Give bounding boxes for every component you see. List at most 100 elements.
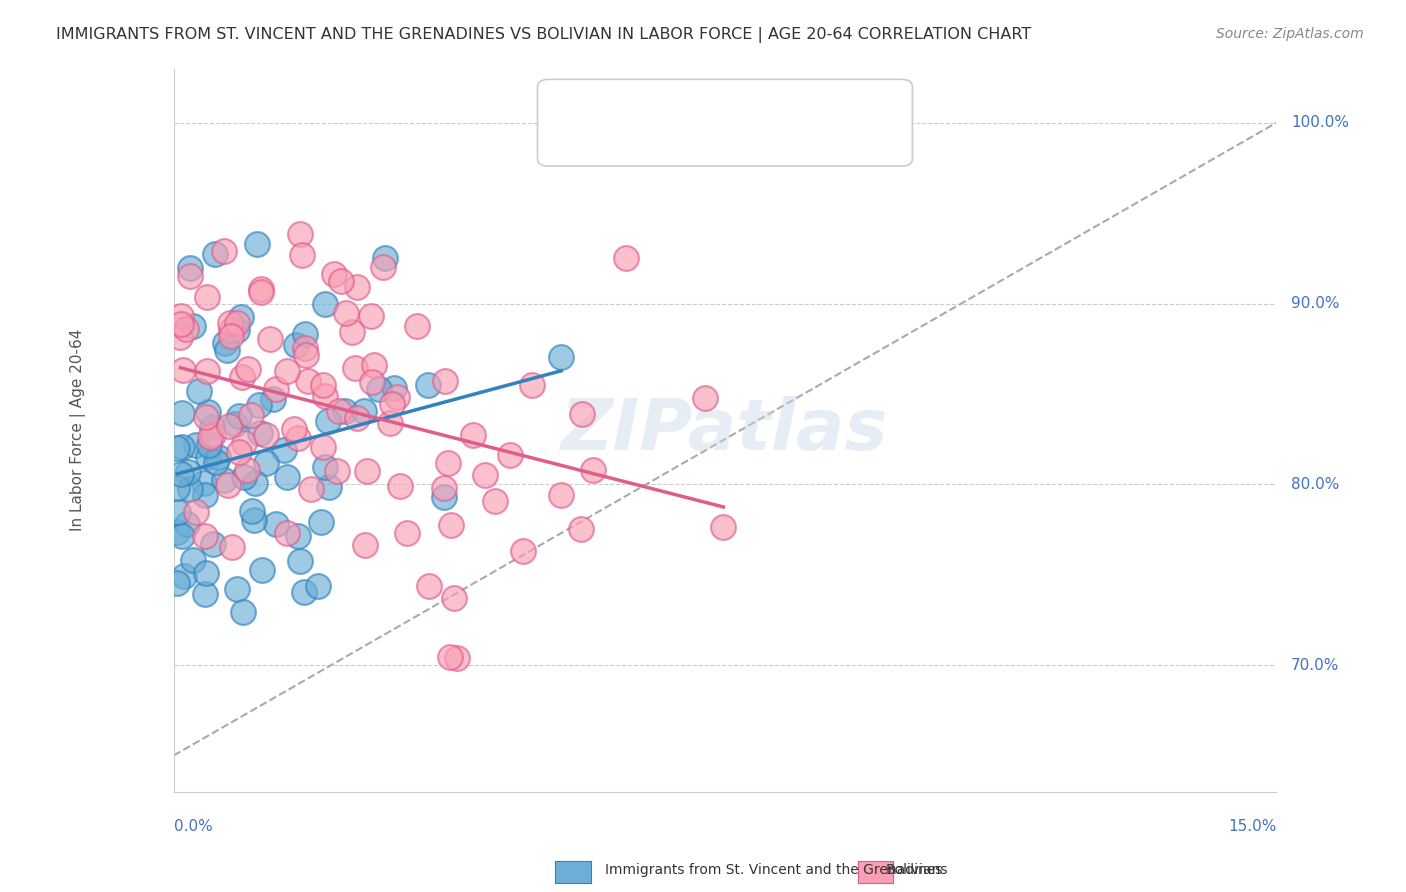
Point: [276, 526, 298, 541]
Point: [330, 274, 353, 288]
Point: [188, 384, 211, 398]
Point: [695, 391, 717, 405]
FancyBboxPatch shape: [537, 79, 912, 166]
Point: [287, 431, 309, 445]
Point: [378, 416, 401, 430]
Point: [181, 318, 204, 333]
Point: [550, 351, 572, 365]
Point: [194, 586, 217, 600]
Point: [219, 316, 242, 330]
Point: [172, 406, 194, 420]
Point: [169, 310, 191, 324]
Point: [166, 525, 188, 540]
Point: [273, 443, 295, 458]
Point: [181, 553, 204, 567]
Point: [440, 517, 463, 532]
Point: [335, 306, 357, 320]
Point: [262, 392, 284, 406]
Point: [571, 407, 593, 421]
Point: [194, 566, 217, 580]
Point: [512, 544, 534, 558]
Point: [254, 428, 277, 442]
Point: [226, 582, 249, 596]
Point: [582, 463, 605, 477]
Point: [368, 382, 391, 396]
Point: [166, 481, 188, 495]
Point: [179, 483, 201, 497]
Text: Immigrants from St. Vincent and the Grenadines: Immigrants from St. Vincent and the Gren…: [605, 863, 942, 877]
Point: [571, 522, 593, 536]
Point: [205, 455, 228, 469]
Point: [307, 579, 329, 593]
Point: [246, 236, 269, 251]
Point: [179, 261, 201, 276]
Point: [232, 605, 254, 619]
Point: [207, 450, 229, 464]
Point: [198, 437, 221, 451]
Point: [236, 463, 259, 477]
Point: [250, 282, 273, 296]
Legend: R =  0.159   N = 71, R = -0.149   N = 87: R = 0.159 N = 71, R = -0.149 N = 87: [613, 98, 837, 163]
Point: [360, 310, 382, 324]
Point: [170, 529, 193, 543]
Point: [204, 247, 226, 261]
Point: [197, 405, 219, 419]
Point: [433, 482, 456, 496]
Point: [343, 361, 366, 376]
Point: [217, 343, 239, 357]
Point: [297, 374, 319, 388]
Point: [224, 417, 246, 432]
Point: [195, 409, 218, 424]
Point: [214, 336, 236, 351]
Point: [312, 440, 335, 454]
Point: [290, 248, 312, 262]
Point: [353, 538, 375, 552]
Point: [172, 363, 194, 377]
Point: [218, 419, 240, 434]
Point: [226, 323, 249, 337]
Point: [287, 529, 309, 543]
Text: IMMIGRANTS FROM ST. VINCENT AND THE GRENADINES VS BOLIVIAN IN LABOR FORCE | AGE : IMMIGRANTS FROM ST. VINCENT AND THE GREN…: [56, 27, 1032, 43]
Point: [243, 476, 266, 491]
Point: [312, 377, 335, 392]
Point: [276, 364, 298, 378]
Point: [385, 390, 408, 404]
Point: [294, 341, 316, 355]
Text: ZIPatlas: ZIPatlas: [561, 395, 889, 465]
Point: [276, 470, 298, 484]
Point: [177, 465, 200, 479]
Text: 70.0%: 70.0%: [1291, 657, 1340, 673]
Point: [195, 290, 218, 304]
Point: [240, 408, 263, 422]
Point: [614, 251, 637, 265]
Point: [231, 370, 253, 384]
Point: [179, 269, 201, 284]
Point: [346, 411, 368, 425]
Point: [233, 436, 256, 450]
Text: 15.0%: 15.0%: [1227, 819, 1277, 834]
Point: [243, 513, 266, 527]
Point: [388, 479, 411, 493]
Point: [249, 425, 271, 440]
Point: [176, 516, 198, 531]
Point: [433, 375, 456, 389]
Point: [311, 515, 333, 529]
Point: [217, 478, 239, 492]
Point: [418, 579, 440, 593]
Point: [283, 422, 305, 436]
Text: 0.0%: 0.0%: [174, 819, 212, 834]
Text: 80.0%: 80.0%: [1291, 477, 1340, 491]
Point: [406, 319, 429, 334]
Point: [363, 358, 385, 372]
Point: [186, 505, 208, 519]
Point: [284, 338, 307, 352]
Point: [382, 381, 405, 395]
Point: [295, 348, 318, 362]
Point: [288, 554, 311, 568]
Point: [328, 404, 350, 418]
Point: [194, 528, 217, 542]
Point: [264, 517, 287, 532]
Point: [173, 568, 195, 582]
Point: [314, 297, 336, 311]
Point: [219, 323, 242, 337]
